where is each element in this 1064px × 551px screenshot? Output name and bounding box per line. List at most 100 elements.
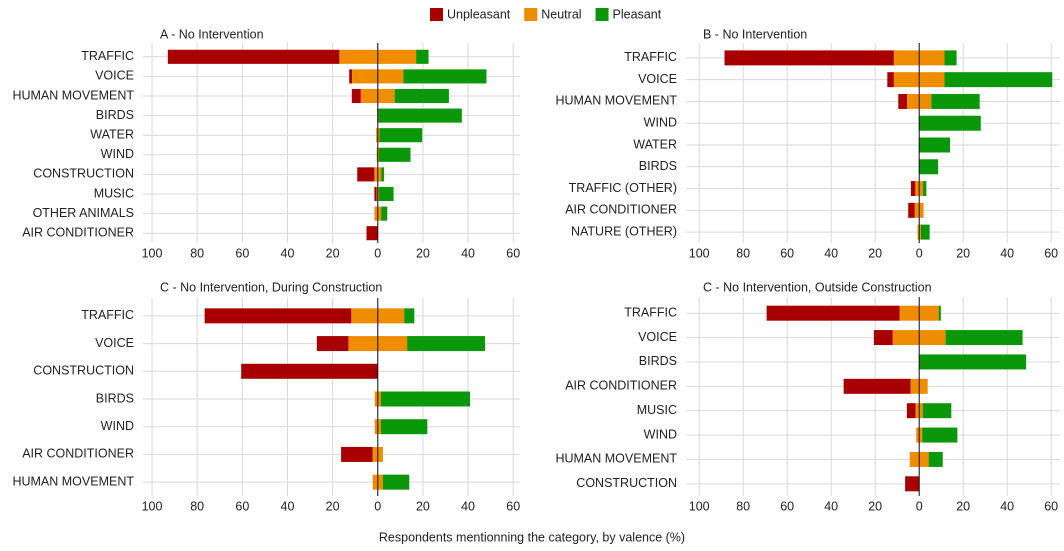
bar-segment — [416, 49, 429, 64]
bar-segment — [167, 49, 340, 64]
bar-segment — [920, 224, 930, 240]
x-tick-label: 60 — [780, 246, 794, 260]
x-tick-label: 0 — [916, 499, 923, 513]
bar-segment — [351, 88, 361, 104]
y-tick-label: VOICE — [95, 336, 134, 350]
x-tick-label: 60 — [235, 499, 249, 513]
bar-segment — [341, 446, 373, 462]
bar-segment — [378, 147, 411, 162]
y-tick-label: VOICE — [638, 72, 677, 86]
bar-segment — [905, 476, 920, 492]
bar-segment — [910, 181, 916, 197]
y-tick-label: HUMAN MOVEMENT — [555, 452, 677, 466]
bar-segment — [944, 50, 957, 66]
bar-segment — [379, 128, 423, 143]
y-tick-label: CONSTRUCTION — [33, 167, 134, 181]
bar-segment — [922, 403, 952, 419]
x-tick-label: 40 — [461, 246, 475, 260]
bar-segment — [204, 308, 352, 324]
bar-segment — [908, 202, 915, 218]
legend-swatch — [595, 8, 609, 21]
y-tick-label: TRAFFIC — [624, 50, 677, 64]
x-tick-label: 100 — [689, 246, 710, 260]
x-tick-label: 80 — [736, 499, 750, 513]
panel-title: C - No Intervention, Outside Constructio… — [703, 280, 932, 294]
x-tick-label: 40 — [281, 246, 295, 260]
x-tick-label: 100 — [142, 246, 163, 260]
bar-segment — [944, 72, 1053, 88]
x-tick-label: 40 — [281, 499, 295, 513]
bar-segment — [906, 403, 916, 419]
x-tick-label: 0 — [374, 246, 381, 260]
bar-segment — [938, 305, 941, 321]
y-tick-label: VOICE — [95, 69, 134, 83]
bar-segment — [919, 159, 939, 175]
y-tick-label: BIRDS — [639, 159, 677, 173]
bar-segment — [766, 305, 900, 321]
legend-label: Pleasant — [613, 7, 662, 21]
x-tick-label: 20 — [868, 246, 882, 260]
panel-title: A - No Intervention — [160, 27, 264, 41]
bar-segment — [843, 378, 911, 394]
y-tick-label: AIR CONDITIONER — [565, 379, 677, 393]
x-tick-label: 60 — [506, 246, 520, 260]
x-tick-label: 40 — [1000, 499, 1014, 513]
bar-segment — [407, 336, 486, 352]
y-tick-label: AIR CONDITIONER — [22, 225, 134, 239]
bar-segment — [923, 181, 927, 197]
x-tick-label: 0 — [916, 246, 923, 260]
bar-segment — [919, 115, 981, 131]
y-tick-label: TRAFFIC — [624, 305, 677, 319]
x-tick-label: 80 — [190, 499, 204, 513]
y-tick-label: WATER — [90, 127, 134, 141]
y-tick-label: TRAFFIC — [81, 308, 134, 322]
bar-segment — [873, 330, 893, 346]
bar-segment — [382, 474, 410, 490]
panel-title: B - No Intervention — [703, 27, 807, 41]
y-tick-label: HUMAN MOVEMENT — [555, 94, 677, 108]
x-tick-label: 20 — [416, 246, 430, 260]
x-tick-label: 40 — [461, 499, 475, 513]
x-tick-label: 60 — [780, 499, 794, 513]
y-tick-label: CONSTRUCTION — [576, 476, 677, 490]
y-tick-label: HUMAN MOVEMENT — [12, 474, 134, 488]
y-tick-label: WIND — [644, 116, 677, 130]
x-tick-label: 40 — [824, 246, 838, 260]
bar-segment — [403, 69, 487, 84]
y-tick-label: MUSIC — [94, 186, 134, 200]
x-tick-label: 100 — [142, 499, 163, 513]
y-tick-label: BIRDS — [96, 108, 134, 122]
bar-segment — [919, 354, 1027, 370]
y-tick-label: CONSTRUCTION — [33, 364, 134, 378]
x-tick-label: 20 — [326, 499, 340, 513]
bar-segment — [378, 108, 462, 123]
x-tick-label: 40 — [824, 499, 838, 513]
y-tick-label: AIR CONDITIONER — [22, 447, 134, 461]
bar-segment — [945, 330, 1023, 346]
panel-title: C - No Intervention, During Construction — [160, 280, 382, 294]
bar-segment — [349, 69, 353, 84]
x-tick-label: 60 — [1044, 246, 1058, 260]
bar-segment — [394, 88, 449, 104]
x-tick-label: 20 — [868, 499, 882, 513]
y-tick-label: TRAFFIC — [81, 49, 134, 63]
x-tick-label: 20 — [956, 246, 970, 260]
y-tick-label: WATER — [633, 137, 677, 151]
legend-label: Unpleasant — [447, 7, 511, 21]
x-tick-label: 80 — [190, 246, 204, 260]
legend-label: Neutral — [541, 7, 581, 21]
bar-segment — [241, 363, 378, 379]
bar-segment — [374, 186, 377, 202]
y-tick-label: VOICE — [638, 330, 677, 344]
y-tick-label: WIND — [644, 427, 677, 441]
x-axis-label: Respondents mentionning the category, by… — [379, 530, 685, 544]
x-tick-label: 0 — [374, 499, 381, 513]
bar-segment — [381, 167, 385, 182]
y-tick-label: AIR CONDITIONER — [565, 203, 677, 217]
bar-segment — [380, 419, 428, 435]
bar-segment — [919, 137, 950, 153]
x-tick-label: 100 — [689, 499, 710, 513]
y-tick-label: NATURE (OTHER) — [571, 224, 677, 238]
bar-segment — [378, 186, 394, 202]
